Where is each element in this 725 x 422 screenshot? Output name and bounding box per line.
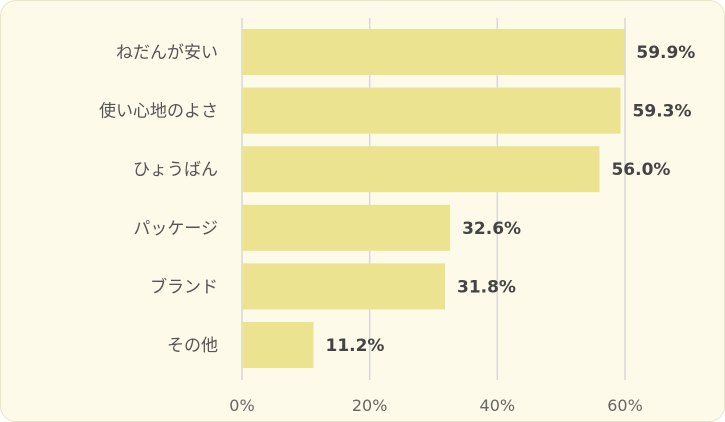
- category-label: ねだんが安い: [116, 43, 218, 63]
- data-label: 31.8%: [457, 277, 516, 297]
- category-label: その他: [167, 336, 218, 356]
- bar-5: [242, 322, 314, 368]
- labels: 0% 20% 40% 60% ねだんが安い 59.9% 使い心地のよさ 59.3% ひょうばん 5…: [99, 43, 695, 415]
- category-label: ブランド: [150, 276, 218, 297]
- x-tick-label: 40%: [480, 396, 516, 415]
- category-label: パッケージ: [133, 219, 218, 239]
- x-tick-label: 0%: [229, 396, 254, 415]
- category-label: ひょうばん: [133, 160, 218, 180]
- grid-lines: [241, 18, 626, 380]
- data-label: 32.6%: [462, 219, 521, 239]
- data-label: 56.0%: [611, 160, 670, 180]
- bar-4: [242, 263, 445, 310]
- bar-2: [242, 146, 600, 193]
- x-tick-label: 60%: [607, 396, 643, 415]
- bar-0: [242, 29, 625, 75]
- bar-1: [242, 87, 621, 134]
- data-label: 59.9%: [636, 43, 695, 63]
- bars: [242, 29, 625, 368]
- x-tick-label: 20%: [352, 396, 388, 415]
- data-label: 59.3%: [633, 102, 692, 122]
- category-label: 使い心地のよさ: [99, 101, 218, 122]
- bar-3: [242, 204, 451, 251]
- data-label: 11.2%: [325, 336, 384, 356]
